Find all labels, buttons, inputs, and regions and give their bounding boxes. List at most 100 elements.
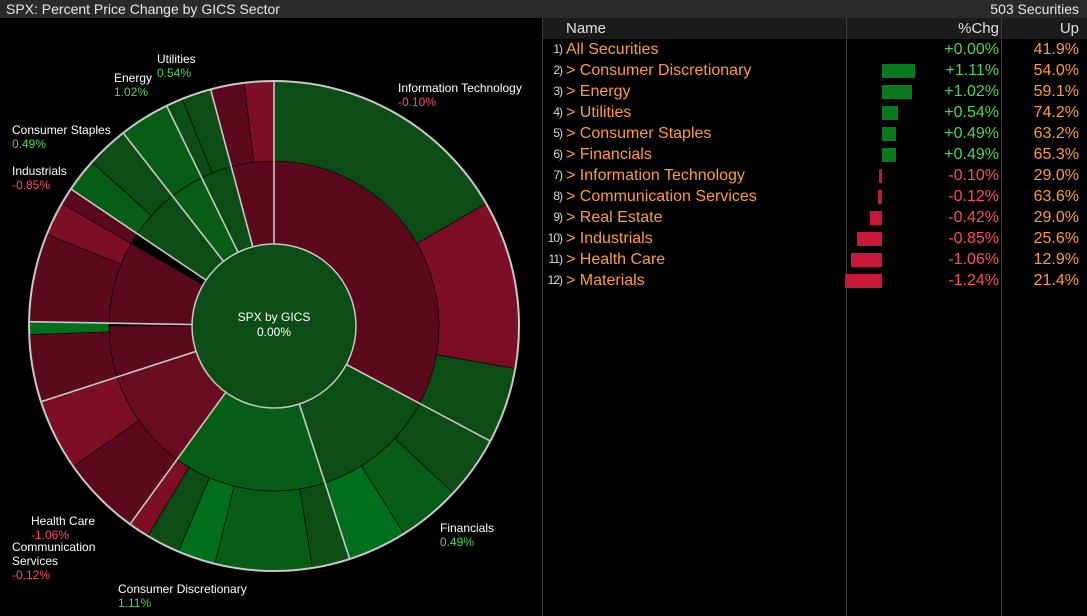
center-label: SPX by GICS <box>238 310 311 324</box>
row-name[interactable]: > Materials <box>566 272 645 289</box>
label-communication-services-line2: Services <box>12 554 58 568</box>
row-chg: -0.12% <box>948 188 999 205</box>
sector-divider <box>29 320 193 326</box>
sector-ring[interactable] <box>108 160 440 492</box>
row-name[interactable]: > Real Estate <box>566 209 663 226</box>
chart-border <box>28 80 520 572</box>
row-chg: +1.02% <box>944 83 999 100</box>
row-name[interactable]: > Utilities <box>566 104 632 121</box>
window-title: SPX: Percent Price Change by GICS Sector <box>6 1 280 17</box>
label-energy: Energy <box>114 71 152 85</box>
row-up: 65.3% <box>1033 146 1079 163</box>
row-up: 63.6% <box>1033 188 1079 205</box>
table-row[interactable]: 12) > Materials -1.24% 21.4% <box>542 270 1087 291</box>
center-disc[interactable] <box>191 243 357 409</box>
row-name[interactable]: All Securities <box>566 41 659 58</box>
table-header: Name %Chg Up <box>542 18 1087 39</box>
row-name[interactable]: > Industrials <box>566 230 653 247</box>
row-up: 25.6% <box>1033 230 1079 247</box>
sector-dividers <box>29 81 491 560</box>
row-chg: -1.24% <box>948 272 999 289</box>
table-row[interactable]: 10) > Industrials -0.85% 25.6% <box>542 228 1087 249</box>
securities-count: 503 Securities <box>990 1 1079 17</box>
row-chg: +0.54% <box>944 104 999 121</box>
row-name[interactable]: > Health Care <box>566 251 666 268</box>
row-up: 59.1% <box>1033 83 1079 100</box>
row-number: 8) <box>553 189 563 203</box>
label-health-care: Health Care <box>31 514 95 528</box>
security-ring[interactable] <box>28 80 520 572</box>
row-chg: -0.85% <box>948 230 999 247</box>
row-chg-bar <box>882 64 915 78</box>
column-divider <box>846 18 847 616</box>
sector-divider <box>165 105 239 253</box>
row-chg-bar <box>869 211 882 225</box>
label-industrials: Industrials <box>12 164 67 178</box>
sector-table: Name %Chg Up 1) All Securities +0.00% 41.9%… <box>542 18 1087 616</box>
row-name[interactable]: > Information Technology <box>566 167 745 184</box>
value-financials: 0.49% <box>440 535 474 549</box>
title-bar: SPX: Percent Price Change by GICS Sector… <box>0 0 1087 18</box>
row-name[interactable]: > Communication Services <box>566 188 757 205</box>
value-health-care: -1.06% <box>31 528 69 542</box>
sector-divider <box>209 89 254 248</box>
row-number: 10) <box>547 231 563 245</box>
row-chg: -0.10% <box>948 167 999 184</box>
sector-divider <box>70 188 207 281</box>
row-up: 29.0% <box>1033 209 1079 226</box>
row-number: 11) <box>548 252 563 266</box>
row-chg-bar <box>882 85 913 99</box>
row-up: 74.2% <box>1033 104 1079 121</box>
table-row[interactable]: 5) > Consumer Staples +0.49% 63.2% <box>542 123 1087 144</box>
header-chg[interactable]: %Chg <box>958 20 999 37</box>
table-row[interactable]: 2) > Consumer Discretionary +1.11% 54.0% <box>542 60 1087 81</box>
row-chg-bar <box>856 232 882 246</box>
table-row[interactable]: 3) > Energy +1.02% 59.1% <box>542 81 1087 102</box>
value-consumer-discretionary: 1.11% <box>118 596 151 610</box>
table-row[interactable]: 6) > Financials +0.49% 65.3% <box>542 144 1087 165</box>
table-row[interactable]: 1) All Securities +0.00% 41.9% <box>542 39 1087 60</box>
row-number: 2) <box>553 63 563 77</box>
sector-divider <box>298 403 351 560</box>
row-number: 12) <box>547 273 563 287</box>
row-name[interactable]: > Consumer Staples <box>566 125 712 142</box>
row-chg-bar <box>878 190 882 204</box>
row-name[interactable]: > Consumer Discretionary <box>566 62 752 79</box>
row-name[interactable]: > Energy <box>566 83 631 100</box>
row-up: 41.9% <box>1033 41 1079 58</box>
table-row[interactable]: 11) > Health Care -1.06% 12.9% <box>542 249 1087 270</box>
header-name[interactable]: Name <box>566 20 607 37</box>
row-number: 4) <box>553 105 563 119</box>
row-chg: -0.42% <box>948 209 999 226</box>
sector-divider <box>346 363 491 442</box>
table-row[interactable]: 8) > Communication Services -0.12% 63.6% <box>542 186 1087 207</box>
table-row[interactable]: 7) > Information Technology -0.10% 29.0% <box>542 165 1087 186</box>
row-chg: +0.00% <box>944 41 999 58</box>
row-chg: -1.06% <box>948 251 999 268</box>
label-utilities: Utilities <box>157 52 196 66</box>
sector-divider <box>40 350 197 403</box>
table-row[interactable]: 4) > Utilities +0.54% 74.2% <box>542 102 1087 123</box>
row-chg-bar <box>850 253 882 267</box>
value-energy: 1.02% <box>114 85 148 99</box>
row-number: 7) <box>553 168 563 182</box>
row-chg: +0.49% <box>944 125 999 142</box>
label-consumer-staples: Consumer Staples <box>12 123 111 137</box>
row-up: 12.9% <box>1033 251 1079 268</box>
sector-divider <box>129 391 227 525</box>
table-row[interactable]: 9) > Real Estate -0.42% 29.0% <box>542 207 1087 228</box>
value-consumer-staples: 0.49% <box>12 137 46 151</box>
column-divider <box>1001 18 1002 616</box>
column-divider <box>542 18 543 616</box>
label-communication-services: Communication <box>12 540 95 554</box>
label-financials: Financials <box>440 521 494 535</box>
row-chg-bar <box>879 169 882 183</box>
row-name[interactable]: > Financials <box>566 146 652 163</box>
row-chg-bar <box>845 274 882 288</box>
center-value: 0.00% <box>257 325 291 339</box>
row-chg-bar <box>882 106 898 120</box>
sector-sunburst-chart[interactable]: SPX by GICS 0.00% Information Technology… <box>0 18 540 616</box>
header-up[interactable]: Up <box>1059 20 1079 37</box>
label-information-technology: Information Technology <box>398 81 522 95</box>
row-up: 63.2% <box>1033 125 1079 142</box>
